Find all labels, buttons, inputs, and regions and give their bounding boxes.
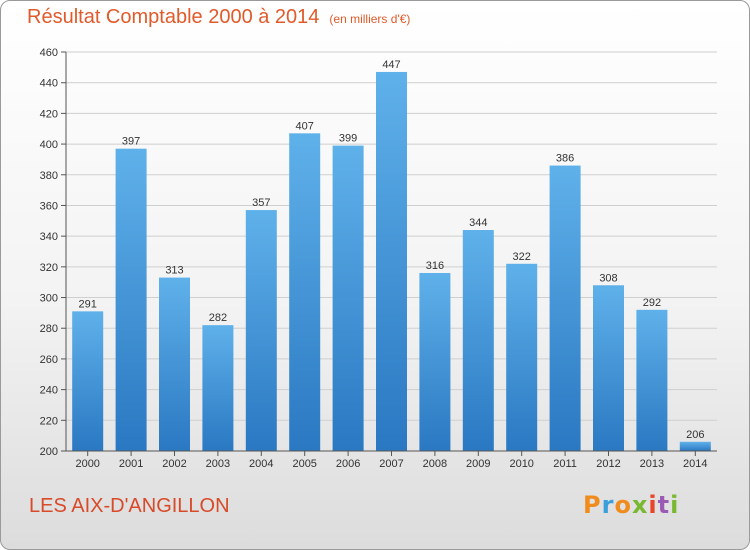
bar (289, 133, 321, 452)
x-tick-label: 2007 (379, 458, 403, 470)
x-tick-label: 2003 (206, 458, 230, 470)
y-tick-label: 220 (40, 415, 58, 427)
x-tick-label: 2011 (553, 458, 577, 470)
bar (159, 277, 190, 451)
y-tick-label: 400 (40, 139, 58, 151)
data-label: 292 (643, 297, 661, 309)
data-label: 308 (599, 272, 617, 284)
data-label: 407 (296, 120, 314, 132)
x-tick-label: 2002 (162, 458, 186, 470)
data-label: 344 (469, 217, 487, 229)
bar (679, 441, 711, 451)
y-tick-label: 440 (40, 78, 58, 90)
x-tick-label: 2012 (596, 458, 620, 470)
bar (245, 210, 277, 451)
x-tick-label: 2006 (336, 458, 360, 470)
y-tick-label: 340 (40, 231, 58, 243)
data-label: 322 (513, 251, 531, 263)
x-tick-label: 2010 (509, 458, 533, 470)
bar (202, 325, 234, 451)
data-label: 397 (122, 136, 140, 148)
x-tick-label: 2013 (640, 458, 664, 470)
data-label: 357 (252, 197, 270, 209)
title-text: Résultat Comptable 2000 à 2014 (27, 6, 320, 28)
x-tick-label: 2000 (75, 458, 99, 470)
bar (115, 148, 147, 451)
data-label: 399 (339, 133, 357, 145)
unit-label: (en milliers d'€) (329, 12, 411, 26)
data-label: 313 (165, 265, 183, 277)
x-tick-label: 2008 (423, 458, 447, 470)
x-tick-label: 2009 (466, 458, 490, 470)
data-label: 447 (382, 59, 400, 71)
data-label: 206 (686, 429, 704, 441)
bar (419, 272, 451, 451)
y-tick-label: 360 (40, 200, 58, 212)
x-tick-label: 2004 (249, 458, 273, 470)
y-tick-label: 200 (40, 446, 58, 458)
bar (462, 230, 494, 451)
x-tick-label: 2014 (683, 458, 707, 470)
bar (332, 145, 364, 451)
proxiti-logo: Proxiti (583, 491, 680, 519)
data-label: 386 (556, 153, 574, 165)
y-tick-label: 300 (40, 293, 58, 305)
bar (636, 309, 668, 451)
y-tick-label: 240 (40, 385, 58, 397)
y-tick-label: 280 (40, 323, 58, 335)
bar (376, 71, 407, 451)
bar (549, 165, 581, 452)
y-tick-label: 460 (40, 47, 58, 59)
chart-title: Résultat Comptable 2000 à 2014 (en millie… (27, 6, 410, 29)
bar (506, 263, 538, 451)
y-tick-label: 320 (40, 262, 58, 274)
place-name: LES AIX-D'ANGILLON (29, 495, 230, 517)
data-label: 316 (426, 260, 444, 272)
x-tick-label: 2001 (119, 458, 143, 470)
bar (72, 311, 104, 451)
y-tick-label: 380 (40, 170, 58, 182)
y-tick-label: 260 (40, 354, 58, 366)
bar (593, 285, 624, 451)
x-tick-label: 2005 (292, 458, 316, 470)
y-tick-label: 420 (40, 108, 58, 120)
data-label: 282 (209, 312, 227, 324)
data-label: 291 (79, 298, 97, 310)
